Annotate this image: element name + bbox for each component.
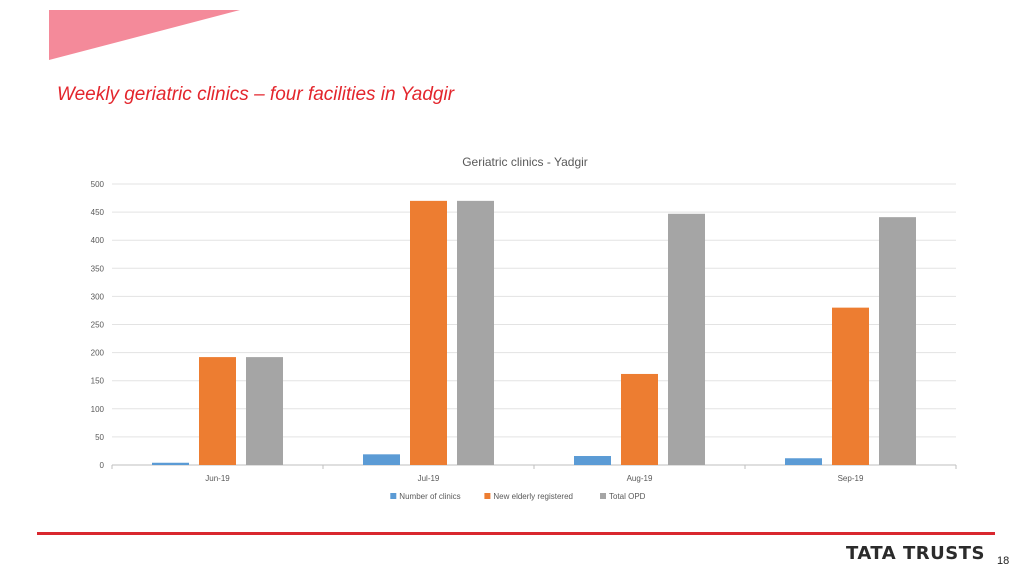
bars [152, 200, 916, 466]
y-tick-label: 450 [91, 208, 105, 217]
legend-label: New elderly registered [493, 492, 573, 501]
x-axis-ticks: Jun-19 Jul-19 Aug-19 Sep-19 [111, 465, 957, 483]
gridlines [112, 183, 956, 466]
y-tick-label: 300 [91, 292, 105, 301]
y-tick-label: 100 [91, 405, 105, 414]
y-tick-label: 200 [91, 349, 105, 358]
bar-number-of-clinics [574, 456, 611, 465]
corner-decoration-shape [49, 10, 240, 60]
bar-new-elderly-registered [199, 357, 236, 465]
chart-title: Geriatric clinics - Yadgir [462, 155, 588, 169]
y-tick-label: 50 [95, 433, 104, 442]
x-tick-label: Aug-19 [627, 474, 653, 483]
slide-title: Weekly geriatric clinics – four faciliti… [57, 84, 455, 105]
legend-swatch [484, 493, 491, 499]
bar-new-elderly-registered [621, 373, 658, 465]
bar-number-of-clinics [152, 462, 189, 465]
y-tick-label: 350 [91, 264, 105, 273]
page-number: 18 [997, 555, 1010, 567]
tata-trusts-logo: TATA TRUSTS [846, 543, 985, 564]
bar-new-elderly-registered [410, 200, 447, 466]
legend-label: Total OPD [609, 492, 646, 501]
bar-total-opd [668, 213, 705, 465]
footer-divider [37, 532, 995, 535]
x-tick-label: Jun-19 [205, 474, 230, 483]
y-tick-label: 0 [100, 461, 105, 470]
y-tick-label: 400 [91, 236, 105, 245]
y-tick-label: 250 [91, 321, 105, 330]
legend-swatch [600, 493, 606, 499]
bar-total-opd [457, 200, 494, 466]
bar-number-of-clinics [785, 458, 822, 465]
legend-label: Number of clinics [399, 492, 460, 501]
x-tick-label: Sep-19 [838, 474, 864, 483]
y-tick-label: 500 [91, 180, 105, 189]
bar-number-of-clinics [363, 454, 400, 465]
y-axis-ticks: 0 50 100 150 200 250 300 350 400 450 500 [91, 180, 105, 470]
bar-total-opd [879, 217, 916, 465]
legend-swatch [390, 493, 397, 499]
bar-new-elderly-registered [832, 307, 869, 465]
y-tick-label: 150 [91, 377, 105, 386]
x-tick-label: Jul-19 [418, 474, 440, 483]
legend: Number of clinics New elderly registered T… [390, 492, 646, 501]
bar-total-opd [246, 357, 283, 465]
